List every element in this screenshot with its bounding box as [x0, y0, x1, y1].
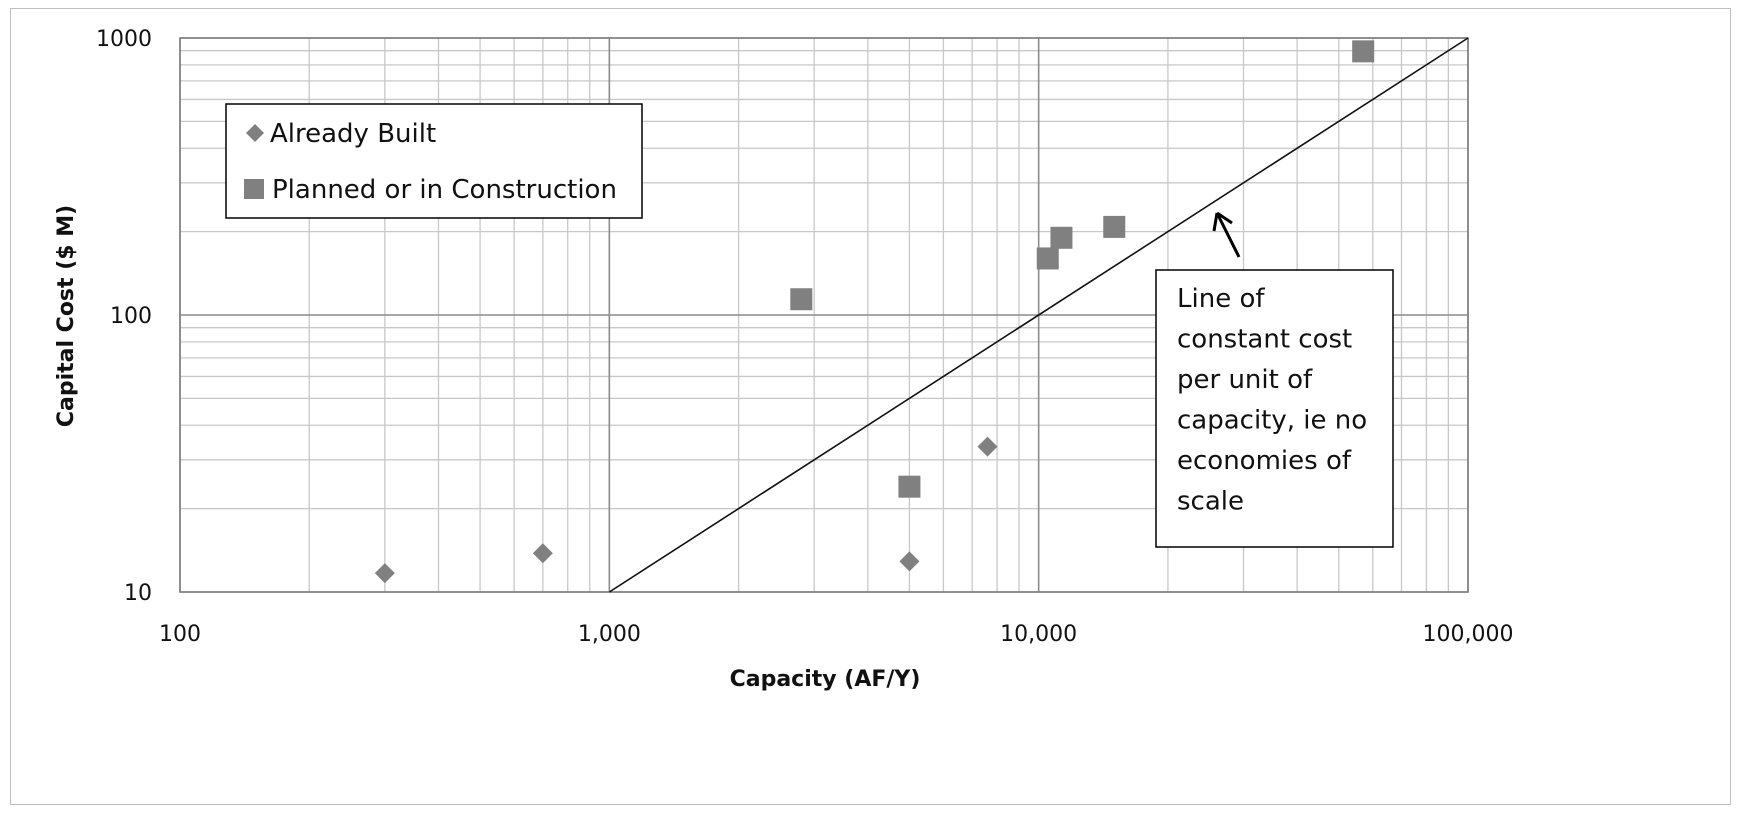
planned-point — [1103, 215, 1126, 238]
legend-square-marker — [244, 179, 264, 199]
annotation-line: capacity, ie no — [1177, 406, 1367, 436]
planned-point — [1036, 247, 1059, 270]
x-tick-label: 10,000 — [1000, 622, 1077, 647]
series-layer — [374, 40, 1375, 584]
y-tick-labels: 10 100 1000 — [96, 27, 152, 606]
arrow-head — [1212, 211, 1233, 232]
legend-label-already-built: Already Built — [270, 119, 436, 149]
annotation-line: per unit of — [1177, 365, 1313, 395]
plot-border — [179, 37, 1469, 593]
arrow-shaft — [1215, 212, 1241, 258]
arrow-icon — [1212, 211, 1241, 258]
x-axis-title: Capacity (AF/Y) — [730, 667, 921, 692]
planned-point — [1352, 40, 1375, 63]
y-axis-title: Capital Cost ($ M) — [54, 205, 79, 427]
annotation-line: constant cost — [1177, 325, 1352, 355]
legend-label-planned: Planned or in Construction — [272, 175, 617, 205]
y-tick-label: 100 — [110, 304, 152, 329]
already-built-point — [532, 543, 553, 564]
annotation: Line of constant cost per unit of capaci… — [1155, 211, 1394, 548]
planned-point — [790, 288, 813, 311]
legend-diamond-marker — [246, 124, 264, 142]
planned-point — [1050, 226, 1073, 249]
legend: Already Built Planned or in Construction — [225, 103, 643, 219]
already-built-point — [899, 551, 920, 572]
annotation-line: Line of — [1177, 284, 1265, 314]
annotation-line: scale — [1177, 487, 1244, 517]
already-built-point — [374, 563, 395, 584]
reference-line — [608, 37, 1469, 593]
planned-point — [898, 475, 921, 498]
legend-box — [225, 103, 643, 219]
x-tick-label: 100,000 — [1423, 622, 1514, 647]
x-tick-labels: 100 1,000 10,000 100,000 — [159, 622, 1513, 647]
y-tick-label: 10 — [124, 581, 152, 606]
already-built-point — [977, 436, 998, 457]
annotation-line: economies of — [1177, 446, 1352, 476]
x-tick-label: 1,000 — [578, 622, 641, 647]
x-tick-label: 100 — [159, 622, 201, 647]
annotation-box — [1155, 269, 1394, 548]
y-tick-label: 1000 — [96, 27, 152, 52]
